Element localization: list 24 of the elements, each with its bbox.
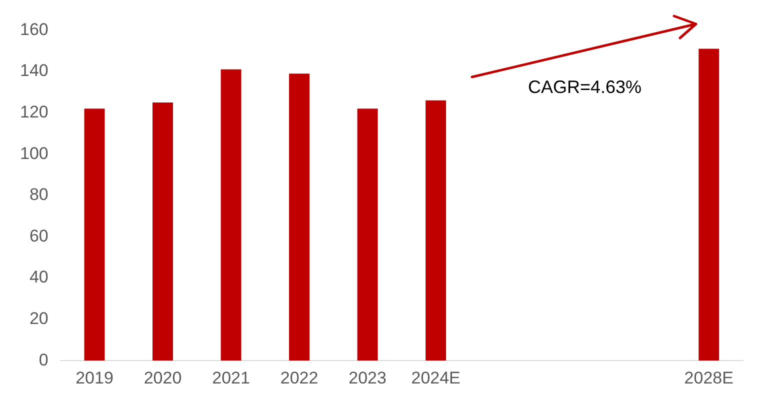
annotation: CAGR=4.63%	[528, 76, 642, 97]
y-tick-label: 0	[38, 350, 48, 370]
y-tick-label: 120	[20, 102, 48, 122]
y-tick-label: 140	[20, 61, 48, 80]
y-tick-label: 100	[20, 144, 48, 163]
y-tick-label: 60	[29, 226, 48, 246]
bar	[220, 69, 242, 361]
bar	[357, 108, 378, 361]
bar	[152, 102, 173, 361]
y-tick-label: 160	[20, 20, 48, 39]
bar	[84, 108, 105, 361]
y-tick-label: 40	[29, 268, 48, 287]
y-tick-label: 80	[29, 185, 48, 204]
x-tick-label: 2019	[76, 368, 114, 388]
bar	[698, 48, 720, 361]
x-tick-label: 2028E	[684, 368, 734, 388]
x-tick-label: 2024E	[411, 368, 460, 388]
bar	[426, 100, 446, 361]
bar	[289, 74, 310, 361]
x-tick-label: 2023	[348, 368, 386, 388]
x-tick-label: 2021	[212, 368, 250, 388]
y-tick-label: 20	[29, 308, 48, 328]
x-tick-label: 2020	[144, 368, 182, 388]
x-tick-label: 2022	[280, 368, 318, 388]
